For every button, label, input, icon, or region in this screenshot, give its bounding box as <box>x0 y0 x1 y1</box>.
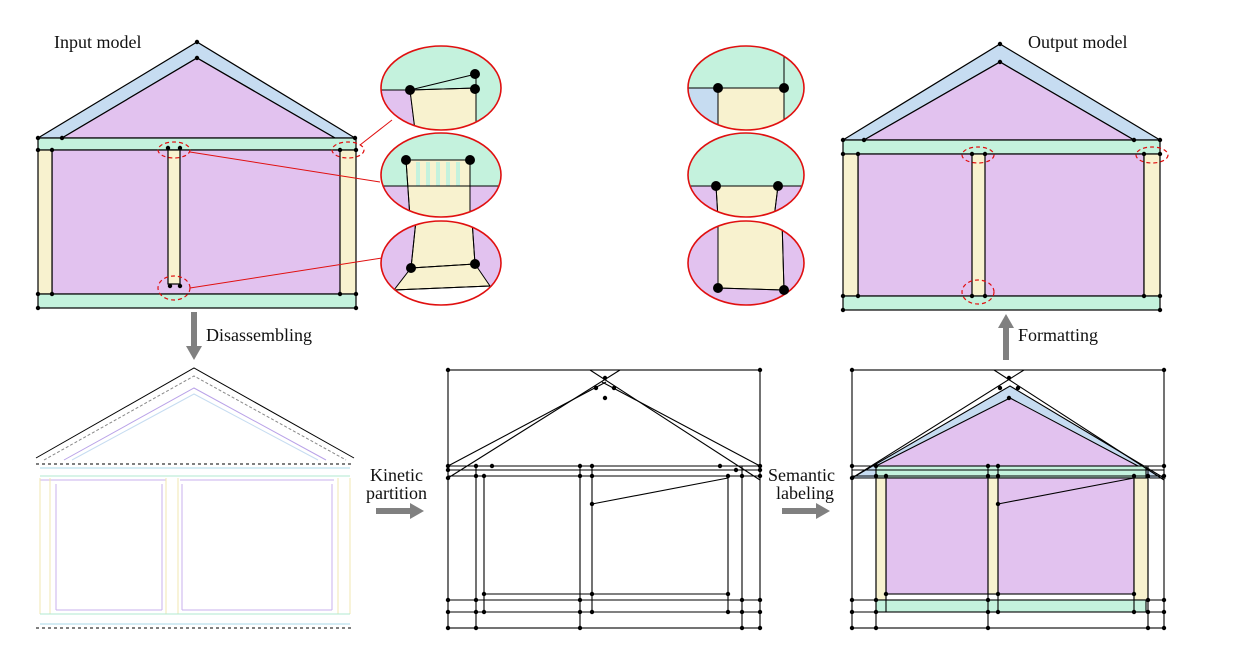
kinetic-partition <box>447 369 761 629</box>
output-bottom-beam <box>842 295 1161 311</box>
output-right-column <box>1143 153 1161 297</box>
disassembled-model <box>35 367 355 629</box>
kinetic-vertices <box>445 367 763 631</box>
input-center-column <box>167 149 181 285</box>
arrow-semantic <box>782 503 830 519</box>
input-left-column <box>37 149 53 295</box>
disassembling-label: Disassembling <box>206 325 312 345</box>
input-zoom-1 <box>380 45 502 131</box>
output-top-beam <box>842 139 1161 155</box>
output-zoom-3 <box>687 220 805 306</box>
input-right-column <box>339 149 357 295</box>
kinetic-label-line2: partition <box>366 483 427 503</box>
input-top-beam <box>37 137 357 151</box>
kinetic-label-line1: Kinetic <box>370 465 423 485</box>
formatting-label: Formatting <box>1018 325 1098 345</box>
output-vertices <box>840 41 1163 313</box>
input-zoom-2 <box>380 132 502 218</box>
output-highlight-ellipses <box>961 146 1169 305</box>
output-wall <box>857 153 1145 297</box>
input-zoom-3 <box>380 220 502 306</box>
output-model-label: Output model <box>1028 32 1128 52</box>
semantic-label-line1: Semantic <box>768 465 835 485</box>
semantic-label-line2: labeling <box>776 483 834 503</box>
semantic-labeling <box>849 369 1166 629</box>
output-left-column <box>842 153 859 297</box>
output-zoom-1 <box>687 45 805 131</box>
input-bottom-beam <box>37 293 357 309</box>
output-zoom-2 <box>687 132 805 218</box>
arrow-kinetic <box>376 503 424 519</box>
input-wall <box>51 149 343 295</box>
arrow-formatting <box>998 314 1014 360</box>
input-model <box>35 41 358 309</box>
arrow-disassembling <box>186 312 202 360</box>
input-vertices <box>35 39 359 311</box>
output-model <box>840 43 1163 311</box>
output-center-column <box>971 153 986 297</box>
semantic-vertices <box>849 367 1167 631</box>
input-gable <box>59 57 338 139</box>
input-zoom-connectors <box>189 119 393 289</box>
input-model-label: Input model <box>54 32 142 52</box>
